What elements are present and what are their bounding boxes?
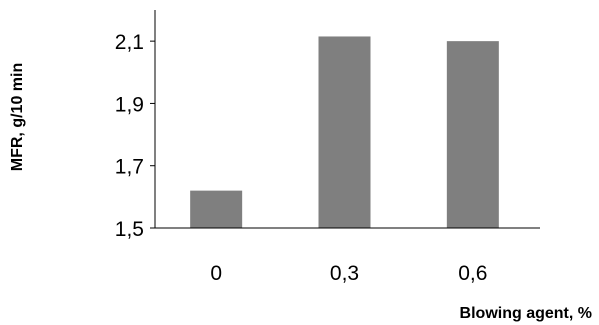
y-tick-label: 1,5 <box>115 218 144 241</box>
y-tick-label: 1,7 <box>115 156 144 179</box>
x-tick-label: 0,3 <box>330 262 359 285</box>
x-tick-label: 0,6 <box>458 262 487 285</box>
x-axis-title: Blowing agent, % <box>460 305 592 322</box>
y-axis-title: MFR, g/10 min <box>9 63 26 171</box>
x-tick-labels: 0 0,3 0,6 <box>210 262 487 285</box>
y-ticks: 1,5 1,7 1,9 2,1 <box>115 31 155 241</box>
y-tick-label: 1,9 <box>115 93 144 116</box>
bars <box>190 36 499 229</box>
bar <box>318 36 371 228</box>
bar <box>446 41 499 229</box>
x-tick-label: 0 <box>210 262 222 285</box>
y-tick-label: 2,1 <box>115 31 144 54</box>
bar <box>190 190 243 228</box>
